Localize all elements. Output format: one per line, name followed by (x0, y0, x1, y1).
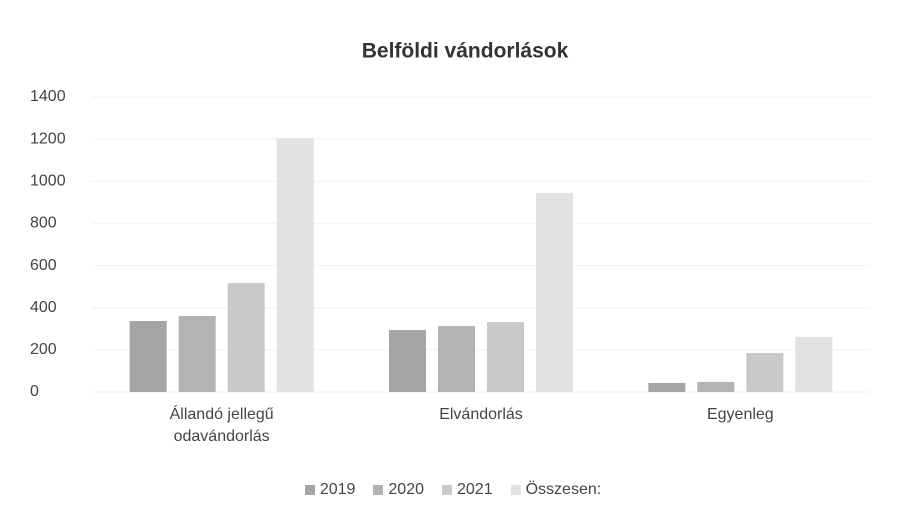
bar (648, 382, 686, 392)
x-tick-label: Állandó jellegű odavándorlás (169, 406, 274, 445)
legend-swatch (510, 485, 521, 495)
legend-item: 2020 (373, 481, 424, 499)
legend-label: 2021 (457, 481, 493, 498)
y-tick-label: 200 (30, 341, 57, 358)
bar (487, 322, 524, 392)
y-tick-label: 800 (30, 215, 57, 232)
legend-swatch (442, 485, 452, 495)
chart-title: Belföldi vándorlások (362, 40, 569, 63)
bar (178, 315, 216, 392)
legend-label: 2019 (319, 481, 356, 498)
y-tick-label: 1200 (30, 130, 66, 147)
bar (438, 326, 475, 392)
legend-item: 2019 (304, 481, 356, 499)
legend-label: Összesen: (525, 481, 602, 498)
bar (536, 193, 573, 392)
bar (227, 283, 265, 392)
bar (795, 337, 833, 392)
legend: 2019 2020 2021 Összesen: (0, 481, 906, 499)
bar (746, 353, 784, 392)
bar (276, 138, 314, 392)
y-tick-label: 400 (30, 299, 57, 316)
y-tick-label: 0 (30, 383, 39, 400)
y-tick-label: 600 (30, 257, 57, 274)
legend-swatch (373, 485, 384, 495)
bar (389, 330, 426, 392)
legend-item: Összesen: (510, 481, 602, 499)
bar (697, 381, 735, 392)
bar (129, 320, 167, 392)
y-tick-label: 1000 (30, 173, 66, 190)
legend-swatch (304, 485, 315, 495)
x-tick-label: Egyenleg (706, 406, 774, 423)
x-tick-label: Elvándorlás (439, 406, 523, 423)
legend-item: 2021 (442, 481, 493, 499)
y-tick-label: 1400 (30, 88, 66, 105)
legend-label: 2020 (388, 481, 424, 498)
